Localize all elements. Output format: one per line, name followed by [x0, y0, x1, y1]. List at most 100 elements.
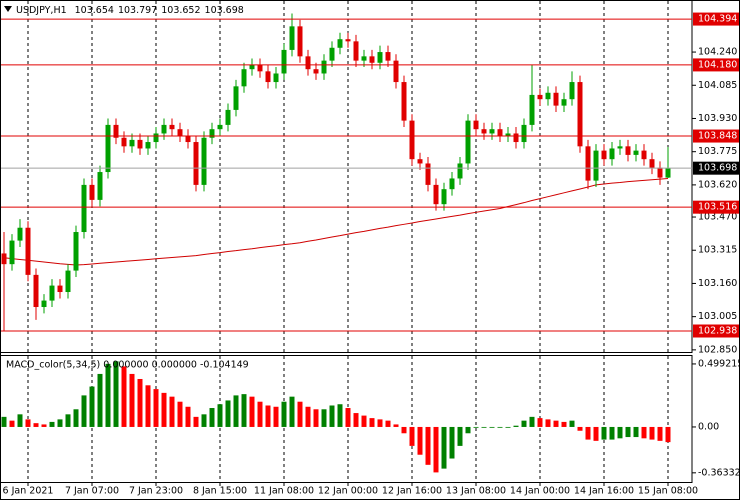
candle-body	[345, 39, 351, 42]
candle-body	[617, 146, 623, 149]
candle-body	[601, 150, 607, 160]
candle-body	[641, 150, 647, 160]
candle-body	[353, 41, 359, 61]
macd-bar	[489, 426, 495, 428]
candle-body	[321, 60, 327, 74]
candle-body	[609, 148, 615, 160]
level-label: 103.516	[698, 202, 737, 213]
candle-body	[361, 56, 367, 61]
level-label: 102.938	[698, 326, 737, 337]
candle-body	[201, 137, 207, 185]
macd-bar	[521, 420, 527, 427]
macd-bar	[49, 421, 55, 427]
candle-body	[25, 227, 31, 275]
candle-body	[89, 184, 95, 200]
candle-body	[281, 49, 287, 74]
y-tick-label: 104.085	[698, 80, 737, 91]
chart-header: USDJPY,H1 103.654 103.797 103.652 103.698	[16, 5, 244, 16]
candle-body	[473, 120, 479, 130]
macd-bar	[81, 395, 87, 427]
candle-body	[417, 159, 423, 164]
y-tick-label: 104.240	[698, 47, 737, 58]
candle-body	[481, 129, 487, 134]
candle-body	[577, 82, 583, 147]
macd-bar	[129, 373, 135, 427]
macd-bar	[233, 395, 239, 427]
candle-body	[401, 82, 407, 121]
candle-body	[81, 184, 87, 233]
macd-bar	[561, 421, 567, 427]
plot-layer	[1, 1, 692, 486]
candle-body	[249, 64, 255, 70]
candle-body	[305, 56, 311, 70]
candle-body	[665, 168, 671, 178]
macd-bar	[401, 426, 407, 434]
candle-body	[377, 52, 383, 63]
macd-bar	[65, 414, 71, 427]
candle-body	[57, 285, 63, 293]
y-tick-label: 103.470	[698, 212, 737, 223]
candle-body	[169, 124, 175, 130]
candle-body	[465, 120, 471, 164]
macd-bar	[33, 423, 39, 427]
macd-bar	[25, 419, 31, 427]
main-panel	[0, 0, 693, 353]
candle-body	[441, 189, 447, 205]
price-tag	[693, 161, 739, 175]
macd-bar	[345, 408, 351, 427]
macd-bar	[601, 426, 607, 440]
macd-bar	[569, 420, 575, 427]
macd-bar	[313, 409, 319, 427]
y-tick-label: 103.160	[698, 278, 737, 289]
candle-body	[513, 133, 519, 143]
macd-bar	[505, 426, 511, 428]
y-tick-label: 0.499215	[698, 358, 740, 369]
macd-bar	[465, 426, 471, 434]
macd-bar	[337, 404, 343, 427]
candle-body	[193, 142, 199, 185]
macd-bar	[121, 366, 127, 427]
candle-body	[329, 47, 335, 61]
macd-bar	[265, 405, 271, 427]
macd-bar	[457, 426, 463, 446]
macd-bar	[649, 426, 655, 440]
candle-body	[273, 73, 279, 83]
macd-bar	[89, 386, 95, 427]
level-tag	[693, 58, 739, 72]
y-tick-label: 103.775	[698, 146, 737, 157]
candle-body	[561, 99, 567, 106]
candle-body	[569, 82, 575, 100]
candle-body	[145, 142, 151, 149]
x-tick-label: 12 Jan 00:00	[318, 486, 378, 497]
candle-body	[233, 86, 239, 110]
y-tick-label: 0.00	[698, 421, 719, 432]
candle-body	[265, 71, 271, 83]
macd-bar	[545, 419, 551, 427]
macd-bar	[201, 414, 207, 427]
macd-bar	[633, 426, 639, 438]
y-tick-label: 103.930	[698, 113, 737, 124]
candle-body	[385, 52, 391, 61]
macd-bar	[185, 406, 191, 427]
candle-body	[521, 124, 527, 143]
x-tick-label: 8 Jan 15:00	[193, 486, 247, 497]
level-tag	[693, 129, 739, 143]
macd-bar	[353, 413, 359, 427]
macd-bar	[417, 426, 423, 455]
candle-body	[537, 94, 543, 100]
macd-bar	[193, 416, 199, 427]
level-tag	[693, 200, 739, 214]
candle-body	[545, 92, 551, 100]
candle-body	[113, 124, 119, 138]
macd-bar	[585, 426, 591, 440]
candle-body	[593, 150, 599, 181]
candle-body	[369, 56, 375, 63]
macd-bar	[145, 385, 151, 427]
macd-bar	[393, 424, 399, 427]
macd-bar	[473, 426, 479, 428]
macd-bar	[369, 418, 375, 427]
y-tick-label: 103.315	[698, 245, 737, 256]
level-tag	[693, 324, 739, 338]
macd-bar	[385, 420, 391, 427]
candle-body	[9, 240, 15, 265]
